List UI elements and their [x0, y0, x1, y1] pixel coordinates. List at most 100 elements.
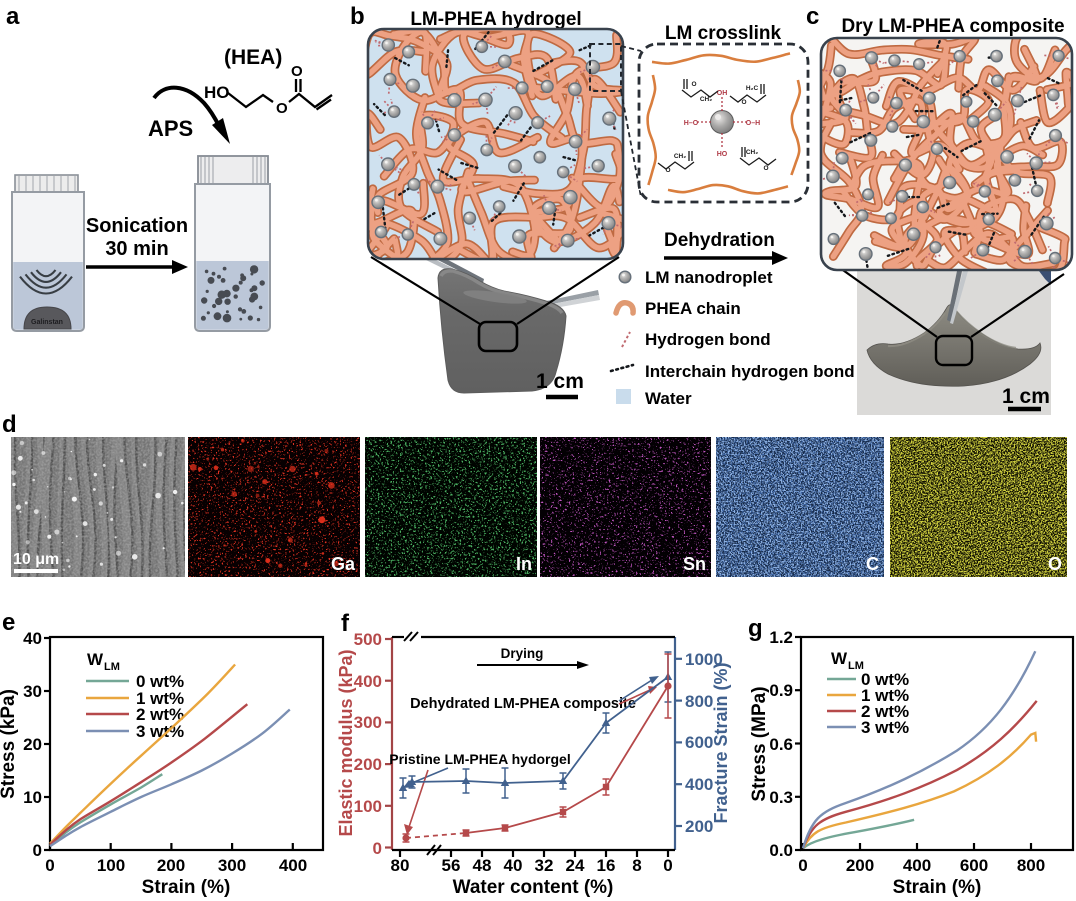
svg-text:f: f: [341, 610, 350, 637]
svg-text:800: 800: [685, 692, 713, 711]
svg-text:Pristine LM-PHEA hydorgel: Pristine LM-PHEA hydorgel: [389, 751, 571, 767]
svg-text:24: 24: [566, 856, 585, 875]
svg-text:Dehydration: Dehydration: [664, 230, 775, 251]
svg-text:Dry LM-PHEA composite: Dry LM-PHEA composite: [841, 16, 1064, 37]
svg-text:200: 200: [846, 856, 874, 875]
svg-text:Hydrogen bond: Hydrogen bond: [645, 330, 771, 349]
svg-text:1 wt%: 1 wt%: [136, 689, 184, 708]
svg-text:200: 200: [157, 856, 185, 875]
svg-text:32: 32: [535, 856, 554, 875]
svg-text:Dehydrated LM-PHEA composite: Dehydrated LM-PHEA composite: [410, 696, 636, 712]
svg-text:LM: LM: [848, 660, 864, 672]
svg-text:400: 400: [903, 856, 931, 875]
svg-text:0 wt%: 0 wt%: [136, 672, 184, 691]
svg-text:O: O: [691, 81, 696, 88]
svg-text:LM-PHEA hydrogel: LM-PHEA hydrogel: [410, 9, 581, 30]
svg-text:100: 100: [97, 856, 125, 875]
svg-text:Water: Water: [645, 389, 692, 408]
svg-text:PHEA chain: PHEA chain: [645, 299, 741, 318]
svg-text:30 min: 30 min: [105, 238, 168, 260]
svg-text:CH₂: CH₂: [674, 153, 686, 160]
svg-text:300: 300: [218, 856, 246, 875]
svg-text:80: 80: [391, 856, 410, 875]
svg-text:Sn: Sn: [683, 554, 706, 574]
svg-text:O: O: [763, 165, 768, 172]
svg-text:800: 800: [1017, 856, 1045, 875]
svg-text:Sonication: Sonication: [86, 215, 188, 237]
svg-text:H–O: H–O: [684, 120, 699, 127]
svg-text:a: a: [6, 3, 20, 30]
svg-text:c: c: [806, 3, 819, 30]
svg-text:200: 200: [354, 755, 382, 774]
svg-text:Strain (%): Strain (%): [142, 877, 231, 898]
svg-text:40: 40: [23, 629, 42, 648]
svg-text:1 cm: 1 cm: [536, 370, 584, 393]
svg-text:O: O: [665, 167, 670, 174]
svg-text:2 wt%: 2 wt%: [136, 705, 184, 724]
svg-text:APS: APS: [148, 116, 193, 141]
svg-text:20: 20: [23, 735, 42, 754]
svg-text:LM crosslink: LM crosslink: [665, 23, 782, 44]
svg-text:Drying: Drying: [501, 646, 544, 661]
svg-text:0: 0: [33, 841, 42, 860]
svg-text:Stress (kPa): Stress (kPa): [0, 689, 19, 799]
svg-text:1 cm: 1 cm: [1002, 385, 1050, 408]
svg-text:Galinstan: Galinstan: [31, 319, 63, 326]
svg-text:e: e: [2, 609, 15, 636]
svg-text:O: O: [1048, 554, 1062, 574]
svg-text:LM nanodroplet: LM nanodroplet: [645, 268, 773, 287]
svg-text:30: 30: [23, 682, 42, 701]
svg-text:W: W: [87, 650, 104, 669]
svg-text:LM: LM: [104, 661, 120, 673]
svg-text:3 wt%: 3 wt%: [861, 718, 909, 737]
svg-text:O: O: [291, 63, 303, 80]
svg-text:0: 0: [663, 856, 672, 875]
svg-text:100: 100: [354, 797, 382, 816]
svg-text:b: b: [350, 3, 365, 30]
svg-text:2 wt%: 2 wt%: [861, 702, 909, 721]
svg-text:Strain (%): Strain (%): [893, 877, 982, 898]
svg-text:10 μm: 10 μm: [13, 551, 59, 568]
svg-text:8: 8: [632, 856, 641, 875]
svg-text:HO: HO: [717, 151, 728, 158]
svg-text:300: 300: [354, 713, 382, 732]
svg-text:g: g: [748, 615, 763, 642]
svg-text:0: 0: [45, 856, 54, 875]
svg-text:40: 40: [504, 856, 523, 875]
svg-text:(HEA): (HEA): [224, 46, 282, 69]
svg-text:0.6: 0.6: [769, 735, 793, 754]
svg-text:O: O: [276, 100, 288, 117]
svg-text:0: 0: [798, 856, 807, 875]
svg-text:1 wt%: 1 wt%: [861, 686, 909, 705]
svg-text:C: C: [866, 554, 879, 574]
svg-text:O: O: [741, 99, 746, 106]
svg-text:10: 10: [23, 788, 42, 807]
svg-text:0 wt%: 0 wt%: [861, 670, 909, 689]
svg-text:0.0: 0.0: [769, 841, 793, 860]
svg-text:Fracture Strain (%): Fracture Strain (%): [711, 662, 731, 823]
svg-text:600: 600: [960, 856, 988, 875]
svg-text:Interchain hydrogen bond: Interchain hydrogen bond: [645, 362, 855, 381]
svg-text:W: W: [831, 649, 848, 668]
svg-text:H₂C: H₂C: [746, 85, 759, 92]
svg-text:500: 500: [354, 630, 382, 649]
svg-text:400: 400: [279, 856, 307, 875]
svg-text:0.9: 0.9: [769, 681, 793, 700]
svg-text:OH: OH: [717, 90, 728, 97]
svg-text:In: In: [516, 554, 532, 574]
svg-text:O–H: O–H: [746, 120, 760, 127]
svg-text:56: 56: [442, 856, 461, 875]
svg-text:1000: 1000: [685, 650, 723, 669]
svg-text:200: 200: [685, 817, 713, 836]
svg-text:48: 48: [473, 856, 492, 875]
svg-text:400: 400: [685, 775, 713, 794]
svg-text:Stress (MPa): Stress (MPa): [749, 686, 770, 801]
svg-text:16: 16: [597, 856, 616, 875]
svg-text:Elastic modulus (kPa): Elastic modulus (kPa): [336, 649, 356, 836]
svg-text:0.3: 0.3: [769, 788, 793, 807]
svg-text:400: 400: [354, 672, 382, 691]
svg-text:HO: HO: [204, 83, 230, 102]
svg-text:Ga: Ga: [331, 554, 356, 574]
svg-text:Water content (%): Water content (%): [453, 877, 614, 898]
svg-text:CH₂: CH₂: [746, 149, 758, 156]
